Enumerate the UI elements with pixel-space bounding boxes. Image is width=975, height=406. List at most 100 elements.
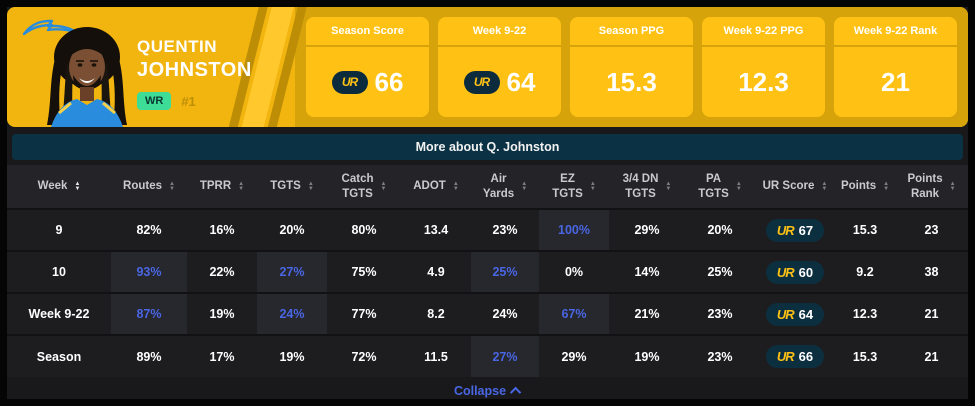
sort-icon[interactable]: ▲ ▼ — [665, 180, 672, 192]
stat-card-week-range-ppg: Week 9-22 PPG 12.3 — [702, 17, 825, 117]
ur-score-badge: UR 67 — [765, 218, 825, 242]
sort-icon[interactable]: ▲ ▼ — [452, 180, 459, 192]
stat-card-label: Week 9-22 — [438, 17, 561, 47]
table-cell: 13.4 — [401, 208, 471, 251]
table-row-week-9: 9 82% 16% 20% 80% 13.4 23% 100% 29% 20% … — [7, 208, 968, 251]
column-header-pa-tgts[interactable]: PA TGTS ▲ ▼ — [685, 165, 755, 209]
table-cell: 87% — [111, 292, 187, 335]
table-row-week-9-22: Week 9-22 87% 19% 24% 77% 8.2 24% 67% 21… — [7, 292, 968, 335]
ur-logo-icon: UR — [463, 70, 500, 94]
table-cell: 12.3 — [835, 292, 895, 335]
stat-card-week-range-rank: Week 9-22 Rank 21 — [834, 17, 957, 117]
stat-card-value: 64 — [506, 66, 536, 97]
stat-cards-strip: Season Score UR 66 Week 9-22 UR 64 Seaso… — [295, 7, 968, 127]
column-header-catch-tgts[interactable]: Catch TGTS ▲ ▼ — [327, 165, 401, 209]
player-rank-number: #1 — [181, 93, 196, 109]
table-cell: 15.3 — [835, 208, 895, 251]
position-badge: WR — [137, 92, 172, 110]
table-cell: 89% — [111, 334, 187, 377]
column-header-points[interactable]: Points ▲ ▼ — [835, 165, 895, 209]
table-cell: 82% — [111, 208, 187, 251]
player-meta: QUENTIN JOHNSTON WR #1 — [137, 37, 252, 110]
stat-card-week-range-score: Week 9-22 UR 64 — [438, 17, 561, 117]
sort-icon[interactable]: ▲ ▼ — [380, 180, 387, 192]
sort-icon[interactable]: ▲ ▼ — [589, 180, 596, 192]
stat-card-label: Season PPG — [570, 17, 693, 47]
sort-icon[interactable]: ▲ ▼ — [949, 180, 956, 192]
table-cell: 17% — [187, 334, 257, 377]
sort-icon[interactable]: ▲ ▼ — [735, 180, 742, 192]
ur-score-cell: UR 64 — [755, 292, 835, 335]
table-cell: 27% — [471, 334, 539, 377]
collapse-button[interactable]: Collapse — [7, 377, 968, 404]
sort-icon[interactable]: ▲ ▼ — [521, 180, 528, 192]
column-header-ez-tgts[interactable]: EZ TGTS ▲ ▼ — [539, 165, 609, 209]
stat-card-season-ppg: Season PPG 15.3 — [570, 17, 693, 117]
table-cell: 24% — [471, 292, 539, 335]
more-about-player-button[interactable]: More about Q. Johnston — [12, 134, 963, 160]
ur-logo-icon: UR — [776, 264, 795, 280]
table-cell: 21 — [895, 334, 968, 377]
table-cell: 21 — [895, 292, 968, 335]
player-hero: QUENTIN JOHNSTON WR #1 Season Score UR 6… — [7, 7, 968, 127]
ur-logo-icon: UR — [331, 70, 368, 94]
column-header-34dn-tgts[interactable]: 3/4 DN TGTS ▲ ▼ — [609, 165, 685, 209]
stat-card-label: Week 9-22 Rank — [834, 17, 957, 47]
sort-icon[interactable]: ▲ ▼ — [883, 180, 890, 192]
table-cell: 15.3 — [835, 334, 895, 377]
table-cell: 100% — [539, 208, 609, 251]
sort-icon[interactable]: ▲ ▼ — [74, 180, 81, 192]
player-headshot — [47, 27, 127, 127]
table-cell: 19% — [257, 334, 327, 377]
ur-score-badge: UR 64 — [765, 302, 825, 326]
collapse-label: Collapse — [453, 383, 507, 398]
column-header-points-rank[interactable]: Points Rank ▲ ▼ — [895, 165, 968, 209]
column-header-air-yards[interactable]: Air Yards ▲ ▼ — [471, 165, 539, 209]
table-cell: 0% — [539, 250, 609, 293]
table-cell: 14% — [609, 250, 685, 293]
sort-icon[interactable]: ▲ ▼ — [821, 180, 828, 192]
column-header-week[interactable]: Week ▲ ▼ — [7, 165, 111, 209]
table-cell: 23% — [685, 334, 755, 377]
more-about-player-label: More about Q. Johnston — [415, 140, 560, 154]
table-cell: 24% — [257, 292, 327, 335]
stat-card-season-score: Season Score UR 66 — [306, 17, 429, 117]
player-stats-table: Week ▲ ▼ Routes ▲ ▼ TPRR ▲ ▼ TGTS ▲ ▼ Catch TGTS… — [7, 165, 968, 377]
ur-logo-icon: UR — [776, 306, 795, 322]
table-cell: 77% — [327, 292, 401, 335]
column-header-adot[interactable]: ADOT ▲ ▼ — [401, 165, 471, 209]
sort-icon[interactable]: ▲ ▼ — [169, 180, 175, 192]
table-cell: 25% — [685, 250, 755, 293]
table-row-week-10: 10 93% 22% 27% 75% 4.9 25% 0% 14% 25% UR… — [7, 250, 968, 293]
ur-logo-icon: UR — [776, 349, 795, 364]
table-cell: 29% — [609, 208, 685, 251]
stat-card-value: 21 — [881, 66, 910, 97]
table-cell: 38 — [895, 250, 968, 293]
table-cell: 23% — [471, 208, 539, 251]
table-cell: 16% — [187, 208, 257, 251]
table-cell: 8.2 — [401, 292, 471, 335]
table-cell: 9 — [7, 208, 111, 251]
table-cell: 29% — [539, 334, 609, 377]
table-cell: 21% — [609, 292, 685, 335]
column-header-tprr[interactable]: TPRR ▲ ▼ — [187, 165, 257, 209]
table-cell: 9.2 — [835, 250, 895, 293]
ur-logo-icon: UR — [776, 222, 795, 238]
table-cell: 93% — [111, 250, 187, 293]
stat-card-value: 12.3 — [738, 66, 789, 97]
column-header-routes[interactable]: Routes ▲ ▼ — [111, 165, 187, 209]
table-cell: 20% — [257, 208, 327, 251]
ur-score-cell: UR 67 — [755, 208, 835, 251]
player-last-name: JOHNSTON — [137, 59, 252, 81]
chevron-up-icon — [509, 386, 522, 398]
column-header-tgts[interactable]: TGTS ▲ ▼ — [257, 165, 327, 209]
table-cell: 67% — [539, 292, 609, 335]
table-cell: 11.5 — [401, 334, 471, 377]
player-stats-panel: QUENTIN JOHNSTON WR #1 Season Score UR 6… — [7, 7, 968, 399]
sort-icon[interactable]: ▲ ▼ — [307, 180, 314, 192]
sort-icon[interactable]: ▲ ▼ — [238, 180, 245, 192]
table-cell: 80% — [327, 208, 401, 251]
table-cell: 19% — [609, 334, 685, 377]
column-header-ur-score[interactable]: UR Score ▲ ▼ — [755, 165, 835, 209]
